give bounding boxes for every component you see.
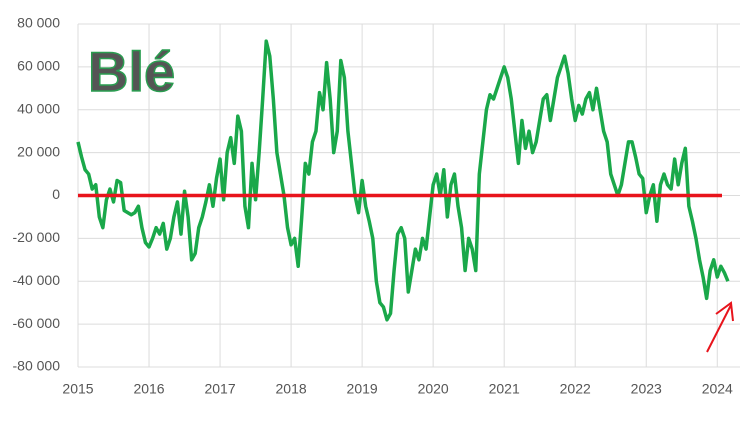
plot (76, 39, 730, 322)
x-tick-label: 2020 (418, 381, 449, 397)
y-tick-label: -60 000 (13, 315, 61, 331)
arrow-head (715, 301, 734, 322)
y-tick-label: 80 000 (17, 15, 60, 31)
x-tick-label: 2019 (347, 381, 378, 397)
y-tick-label: -20 000 (13, 229, 61, 245)
x-tick-label: 2022 (560, 381, 591, 397)
y-tick-label: 40 000 (17, 100, 60, 116)
x-tick-label: 2024 (702, 381, 733, 397)
y-tick-label: 60 000 (17, 58, 60, 74)
chart-title: Blé (88, 40, 175, 103)
arrow-shaft (706, 304, 732, 353)
x-tick-label: 2017 (204, 381, 235, 397)
y-tick-label: -80 000 (13, 358, 61, 374)
y-tick-label: 20 000 (17, 143, 60, 159)
data-line (76, 39, 730, 322)
x-tick-label: 2021 (489, 381, 520, 397)
x-tick-label: 2016 (133, 381, 164, 397)
x-tick-label: 2015 (62, 381, 93, 397)
x-tick-label: 2018 (276, 381, 307, 397)
arrow (706, 301, 734, 353)
x-tick-label: 2023 (631, 381, 662, 397)
y-tick-label: -40 000 (13, 272, 61, 288)
y-tick-label: 0 (52, 186, 60, 202)
